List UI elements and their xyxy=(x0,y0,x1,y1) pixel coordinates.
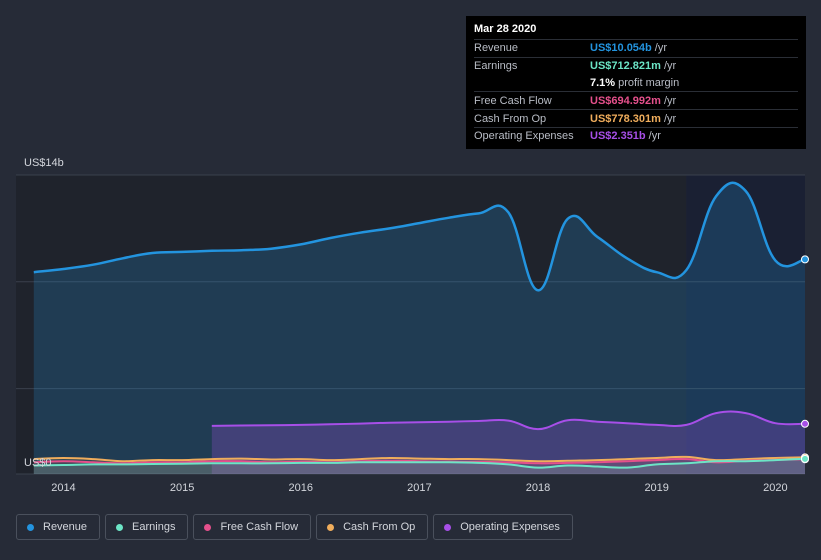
tooltip-row-label: Operating Expenses xyxy=(474,130,574,143)
tooltip-row-value: US$712.821m xyxy=(590,60,661,73)
legend-dot-icon xyxy=(27,523,34,531)
tooltip-row-value: 7.1% xyxy=(590,76,616,89)
tooltip-panel: Mar 28 2020 Revenue US$10.054b/yr Earnings… xyxy=(466,16,806,149)
x-tick-label: 2016 xyxy=(289,482,313,494)
series-end-marker-operating-expenses xyxy=(801,419,809,428)
legend-label: Earnings xyxy=(132,521,176,533)
legend-revenue[interactable]: Revenue xyxy=(16,514,101,540)
legend-label: Free Cash Flow xyxy=(220,521,299,533)
legend-dot-icon xyxy=(327,523,335,531)
series-area-earnings xyxy=(33,458,806,474)
tooltip-date: Mar 28 2020 xyxy=(474,23,537,35)
y-axis-top-label: US$14b xyxy=(24,157,64,169)
tooltip-row-label: Revenue xyxy=(474,42,519,55)
legend-dot-icon xyxy=(204,523,212,531)
legend-earnings[interactable]: Earnings xyxy=(105,514,189,540)
series-end-marker-revenue xyxy=(801,255,809,264)
legend-free-cash-flow[interactable]: Free Cash Flow xyxy=(193,514,312,540)
legend-operating-expenses[interactable]: Operating Expenses xyxy=(433,514,573,540)
legend-label: Cash From Op xyxy=(343,521,416,533)
series-end-marker-earnings xyxy=(801,454,809,463)
legend-label: Revenue xyxy=(43,521,88,533)
tooltip-row-unit: profit margin xyxy=(618,76,680,89)
legend: Revenue Earnings Free Cash Flow Cash From O… xyxy=(16,514,573,540)
series-line-free-cash-flow xyxy=(33,457,806,465)
series-line-revenue xyxy=(33,181,806,292)
legend-dot-icon xyxy=(444,523,452,531)
legend-dot-icon xyxy=(116,523,124,531)
x-tick-label: 2014 xyxy=(51,482,75,494)
tooltip-row-unit: /yr xyxy=(663,94,677,107)
tooltip-row-value: US$10.054b xyxy=(590,42,652,55)
tooltip-row-label: Earnings xyxy=(474,60,518,73)
tooltip-row-unit: /yr xyxy=(663,60,677,73)
tooltip-row: Cash From Op US$778.301m/yr xyxy=(474,109,798,127)
legend-cash-from-op[interactable]: Cash From Op xyxy=(316,514,429,540)
series-line-earnings xyxy=(33,457,806,469)
series-line-cash-from-op xyxy=(33,455,806,463)
tooltip-row-value: US$778.301m xyxy=(590,112,661,125)
tooltip-row-value: US$694.992m xyxy=(590,94,661,107)
tooltip-row-unit: /yr xyxy=(654,42,667,55)
x-tick-label: 2015 xyxy=(170,482,194,494)
x-tick-label: 2019 xyxy=(644,482,668,494)
tooltip-row-label: Free Cash Flow xyxy=(474,94,552,107)
tooltip-row-unit: /yr xyxy=(648,130,661,143)
tooltip-row: Revenue US$10.054b/yr xyxy=(474,39,798,57)
x-tick-label: 2020 xyxy=(763,482,787,494)
legend-label: Operating Expenses xyxy=(460,521,560,533)
tooltip-row-value: US$2.351b xyxy=(590,130,646,143)
x-tick-label: 2018 xyxy=(526,482,550,494)
series-area-revenue xyxy=(33,182,806,475)
tooltip-row: 7.1% profit margin xyxy=(474,75,798,92)
financial-chart: US$14b US$0 2014 2015 2016 2017 2018 2019 2020 xyxy=(16,157,809,494)
tooltip-row-unit: /yr xyxy=(663,112,677,125)
tooltip-row: Earnings US$712.821m/yr xyxy=(474,56,798,75)
tooltip-row: Free Cash Flow US$694.992m/yr xyxy=(474,91,798,109)
series-line-operating-expenses xyxy=(211,410,806,431)
tooltip-row-label: Cash From Op xyxy=(474,112,547,125)
x-tick-label: 2017 xyxy=(407,482,431,494)
y-axis-bottom-label: US$0 xyxy=(24,457,52,469)
tooltip-row: Operating Expenses US$2.351b/yr xyxy=(474,126,798,145)
